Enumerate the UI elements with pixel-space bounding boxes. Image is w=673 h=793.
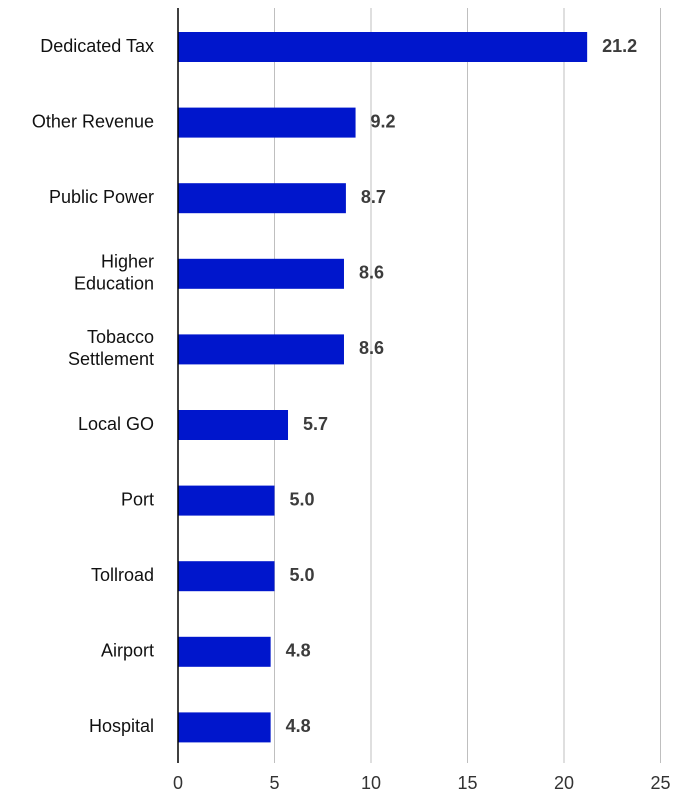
- value-label-airport: 4.8: [286, 641, 311, 661]
- category-label-other-revenue: Other Revenue: [32, 111, 154, 131]
- bar-port: [178, 485, 275, 516]
- value-label-hospital: 4.8: [286, 716, 311, 736]
- bar-other-revenue: [178, 107, 356, 138]
- x-tick-label-0: 0: [173, 773, 183, 793]
- x-tick-label-5: 5: [269, 773, 279, 793]
- value-label-public-power: 8.7: [361, 187, 386, 207]
- x-tick-label-10: 10: [361, 773, 381, 793]
- bar-hospital: [178, 712, 271, 743]
- value-label-tobacco-settlement: 8.6: [359, 338, 384, 358]
- category-label-airport: Airport: [101, 641, 154, 661]
- value-label-tollroad: 5.0: [290, 565, 315, 585]
- value-label-higher-education: 8.6: [359, 263, 384, 283]
- category-label-tollroad: Tollroad: [91, 565, 154, 585]
- bar-tobacco-settlement: [178, 334, 344, 365]
- category-label-public-power: Public Power: [49, 187, 154, 207]
- bar-public-power: [178, 183, 346, 214]
- bar-local-go: [178, 410, 289, 440]
- value-label-other-revenue: 9.2: [371, 111, 396, 131]
- bar-higher-education: [178, 258, 344, 289]
- category-label-hospital: Hospital: [89, 716, 154, 736]
- category-label-tobacco-settlement: Tobacco Settlement: [68, 327, 154, 369]
- value-labels: 21.2 9.2 8.7 8.6 8.6 5.7 5.0 5.0 4.8 4.8: [286, 36, 638, 736]
- category-label-port: Port: [121, 489, 154, 509]
- bars: [178, 32, 588, 743]
- category-label-dedicated-tax: Dedicated Tax: [40, 36, 154, 56]
- gridlines: [274, 8, 661, 763]
- x-tick-label-25: 25: [650, 773, 670, 793]
- bar-tollroad: [178, 561, 275, 592]
- category-labels: Dedicated Tax Other Revenue Public Power Hi…: [32, 36, 154, 736]
- x-axis-tick-labels: 0 5 10 15 20 25: [173, 773, 671, 793]
- value-label-local-go: 5.7: [303, 414, 328, 434]
- bar-dedicated-tax: [178, 32, 588, 62]
- x-tick-label-20: 20: [554, 773, 574, 793]
- category-label-higher-education: Higher Education: [74, 252, 154, 294]
- category-label-local-go: Local GO: [78, 414, 154, 434]
- value-label-dedicated-tax: 21.2: [602, 36, 637, 56]
- bar-airport: [178, 636, 271, 667]
- value-label-port: 5.0: [290, 489, 315, 509]
- x-tick-label-15: 15: [457, 773, 477, 793]
